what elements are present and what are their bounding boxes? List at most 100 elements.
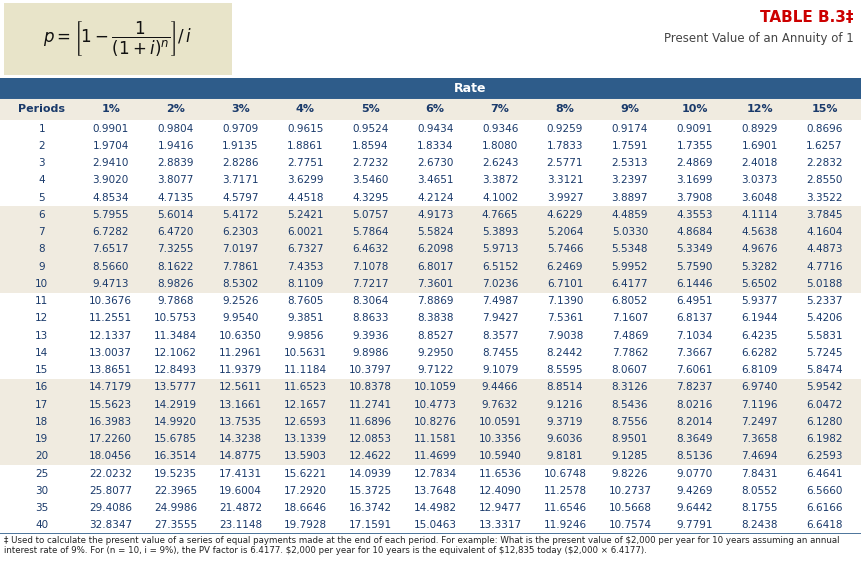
Text: 20: 20	[35, 451, 48, 461]
Text: 1.9416: 1.9416	[158, 141, 194, 151]
Text: 8%: 8%	[554, 104, 573, 114]
Text: 14.7179: 14.7179	[89, 383, 132, 393]
Text: 1.7833: 1.7833	[546, 141, 583, 151]
Text: 16.3514: 16.3514	[154, 451, 197, 461]
Text: 3.3522: 3.3522	[805, 193, 842, 203]
Text: 18.0456: 18.0456	[90, 451, 132, 461]
Text: 9.9540: 9.9540	[222, 314, 258, 323]
Text: 6.0472: 6.0472	[805, 400, 842, 410]
FancyBboxPatch shape	[0, 431, 861, 448]
Text: 10: 10	[35, 279, 48, 289]
Text: 9.6036: 9.6036	[546, 434, 583, 444]
Text: 12.7834: 12.7834	[413, 469, 456, 479]
Text: 1.8594: 1.8594	[351, 141, 388, 151]
Text: 10.0591: 10.0591	[478, 417, 521, 427]
Text: 13.1339: 13.1339	[283, 434, 326, 444]
Text: 27.3555: 27.3555	[154, 520, 197, 530]
Text: 35: 35	[35, 503, 48, 513]
Text: 5.5824: 5.5824	[417, 227, 453, 237]
Text: 1.6901: 1.6901	[740, 141, 777, 151]
Text: 0.9709: 0.9709	[222, 124, 258, 134]
FancyBboxPatch shape	[0, 396, 861, 413]
Text: 3.7908: 3.7908	[676, 193, 712, 203]
Text: 7.6061: 7.6061	[676, 365, 712, 375]
Text: 25.8077: 25.8077	[90, 486, 132, 496]
Text: 6.8017: 6.8017	[417, 261, 453, 272]
Text: 30: 30	[35, 486, 48, 496]
FancyBboxPatch shape	[4, 3, 232, 75]
Text: 4.1114: 4.1114	[740, 210, 777, 220]
Text: 12.8493: 12.8493	[154, 365, 197, 375]
Text: 13.7648: 13.7648	[413, 486, 456, 496]
Text: 13.1661: 13.1661	[219, 400, 262, 410]
Text: 4.3295: 4.3295	[351, 193, 388, 203]
FancyBboxPatch shape	[0, 223, 861, 241]
Text: 23.1148: 23.1148	[219, 520, 262, 530]
Text: 8.5302: 8.5302	[222, 279, 258, 289]
Text: 13.5903: 13.5903	[283, 451, 326, 461]
Text: 2.8286: 2.8286	[222, 158, 258, 168]
Text: 12.6593: 12.6593	[283, 417, 326, 427]
Text: 5.5348: 5.5348	[611, 244, 647, 254]
Text: 4.9676: 4.9676	[740, 244, 777, 254]
Text: 12.4622: 12.4622	[349, 451, 392, 461]
Text: 12.1062: 12.1062	[154, 348, 197, 358]
Text: 8.5436: 8.5436	[611, 400, 647, 410]
Text: 6.7282: 6.7282	[92, 227, 129, 237]
Text: TABLE B.3‡: TABLE B.3‡	[759, 10, 853, 25]
Text: 6.4177: 6.4177	[611, 279, 647, 289]
Text: 9.0770: 9.0770	[676, 469, 712, 479]
Text: 14: 14	[35, 348, 48, 358]
Text: 4.8684: 4.8684	[676, 227, 712, 237]
Text: 2.7751: 2.7751	[287, 158, 323, 168]
Text: 16: 16	[35, 383, 48, 393]
Text: 3.0373: 3.0373	[740, 175, 777, 185]
Text: 5.0330: 5.0330	[611, 227, 647, 237]
Text: 3.8077: 3.8077	[158, 175, 194, 185]
Text: 8.8633: 8.8633	[351, 314, 388, 323]
Text: 6.2303: 6.2303	[222, 227, 258, 237]
Text: 5.7864: 5.7864	[351, 227, 388, 237]
Text: 9.1285: 9.1285	[611, 451, 647, 461]
Text: 6.6418: 6.6418	[805, 520, 842, 530]
Text: 1.9704: 1.9704	[92, 141, 129, 151]
Text: 9.7868: 9.7868	[158, 296, 194, 306]
Text: 6.2593: 6.2593	[805, 451, 842, 461]
Text: 5.7955: 5.7955	[92, 210, 129, 220]
Text: Periods: Periods	[18, 104, 65, 114]
Text: 10.1059: 10.1059	[413, 383, 456, 393]
Text: 11.2551: 11.2551	[89, 314, 132, 323]
Text: 6.4641: 6.4641	[805, 469, 842, 479]
Text: 2.4018: 2.4018	[740, 158, 777, 168]
Text: 7.3658: 7.3658	[740, 434, 777, 444]
Text: 4.8534: 4.8534	[92, 193, 129, 203]
Text: 22.0232: 22.0232	[90, 469, 132, 479]
Text: 11.1184: 11.1184	[283, 365, 326, 375]
Text: 25: 25	[35, 469, 48, 479]
Text: 1.7591: 1.7591	[611, 141, 647, 151]
FancyBboxPatch shape	[0, 499, 861, 517]
Text: 8.2442: 8.2442	[546, 348, 583, 358]
FancyBboxPatch shape	[0, 327, 861, 344]
Text: 3.9020: 3.9020	[92, 175, 128, 185]
Text: 7.8869: 7.8869	[417, 296, 453, 306]
Text: 0.9091: 0.9091	[676, 124, 712, 134]
Text: 7.3667: 7.3667	[676, 348, 712, 358]
Text: 6.1446: 6.1446	[676, 279, 712, 289]
Text: 10.3356: 10.3356	[478, 434, 521, 444]
Text: 9.2950: 9.2950	[417, 348, 453, 358]
Text: 6%: 6%	[425, 104, 444, 114]
Text: 11.6546: 11.6546	[542, 503, 585, 513]
Text: 5.4172: 5.4172	[222, 210, 258, 220]
Text: 11.1581: 11.1581	[413, 434, 456, 444]
Text: 4.1604: 4.1604	[805, 227, 842, 237]
Text: 0.9804: 0.9804	[158, 124, 194, 134]
Text: 8.0216: 8.0216	[676, 400, 712, 410]
Text: 5.0757: 5.0757	[351, 210, 388, 220]
Text: 10.5668: 10.5668	[608, 503, 651, 513]
FancyBboxPatch shape	[0, 78, 861, 98]
Text: 9.7791: 9.7791	[676, 520, 712, 530]
FancyBboxPatch shape	[0, 482, 861, 499]
Text: 7.0197: 7.0197	[222, 244, 258, 254]
Text: 8.3064: 8.3064	[351, 296, 388, 306]
